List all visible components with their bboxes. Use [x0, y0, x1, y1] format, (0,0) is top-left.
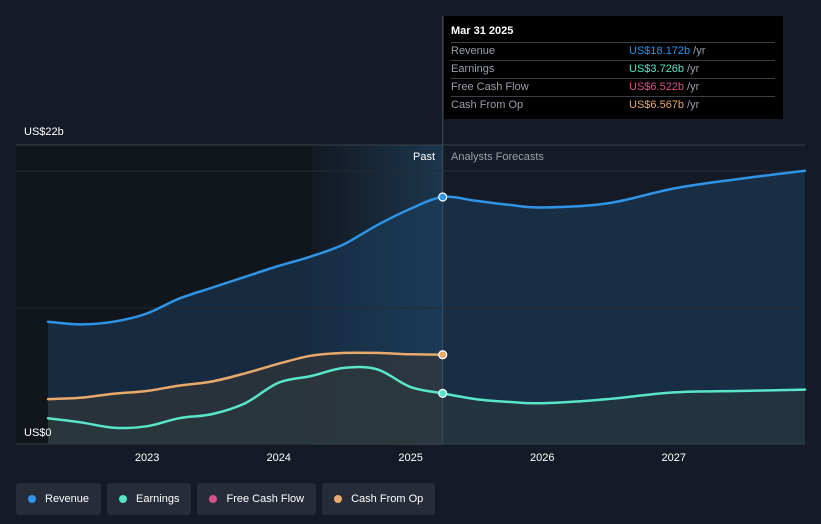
legend-dot-icon: [28, 495, 36, 503]
legend-item-earnings[interactable]: Earnings: [107, 483, 192, 515]
forecast-label: Analysts Forecasts: [451, 151, 544, 163]
tooltip-label: Free Cash Flow: [451, 81, 529, 93]
legend-label: Cash From Op: [351, 493, 424, 505]
revenue-line: [46, 169, 807, 326]
earnings-line: [46, 365, 807, 430]
tooltip-row-revenue: Revenue US$18.172b /yr: [451, 42, 775, 60]
x-tick-label: 2027: [662, 452, 686, 464]
legend-label: Revenue: [45, 493, 90, 505]
tooltip-value: US$3.726b: [629, 63, 685, 75]
legend-label: Free Cash Flow: [226, 493, 305, 505]
legend-dot-icon: [209, 495, 218, 503]
x-tick-label: 2025: [398, 452, 422, 464]
cash-from-op-line: [46, 351, 444, 401]
tooltip-row-cash-from-op: Cash From Op US$6.567b /yr: [451, 96, 775, 114]
tooltip-label: Earnings: [451, 63, 495, 75]
legend-label: Earnings: [136, 493, 180, 505]
x-tick-label: 2026: [530, 452, 554, 464]
earnings-area: [48, 366, 805, 444]
tooltip-value: US$6.522b: [629, 81, 685, 93]
x-tick-label: 2023: [135, 452, 159, 464]
tooltip-unit: /yr: [687, 63, 700, 75]
legend-item-free-cash-flow[interactable]: Free Cash Flow: [197, 483, 317, 515]
tooltip-value: US$6.567b: [629, 99, 685, 111]
tooltip-label: Revenue: [451, 45, 496, 57]
tooltip-row-free-cash-flow: Free Cash Flow US$6.522b /yr: [451, 78, 775, 96]
tooltip-date: Mar 31 2025: [451, 25, 514, 37]
tooltip-row-earnings: Earnings US$3.726b /yr: [451, 60, 775, 78]
tooltip-unit: /yr: [687, 99, 700, 111]
tooltip-label: Cash From Op: [451, 99, 524, 111]
y-axis-bottom-label: US$0: [24, 427, 52, 439]
y-axis-top-label: US$22b: [24, 126, 64, 138]
past-label: Past: [413, 151, 435, 163]
chart-legend: Revenue Earnings Free Cash Flow Cash Fro…: [16, 483, 441, 515]
tooltip-value: US$18.172b: [629, 45, 691, 57]
legend-dot-icon: [334, 495, 343, 503]
tooltip-unit: /yr: [693, 45, 706, 57]
legend-item-revenue[interactable]: Revenue: [16, 483, 102, 515]
legend-item-cash-from-op[interactable]: Cash From Op: [322, 483, 436, 515]
data-tooltip: Mar 31 2025 Revenue US$18.172b /yr Earni…: [444, 16, 783, 119]
legend-dot-icon: [119, 495, 128, 503]
x-tick-label: 2024: [266, 452, 290, 464]
cash-from-op-marker: [438, 350, 448, 360]
revenue-marker: [438, 192, 448, 202]
tooltip-unit: /yr: [687, 81, 700, 93]
earnings-marker: [438, 388, 448, 398]
